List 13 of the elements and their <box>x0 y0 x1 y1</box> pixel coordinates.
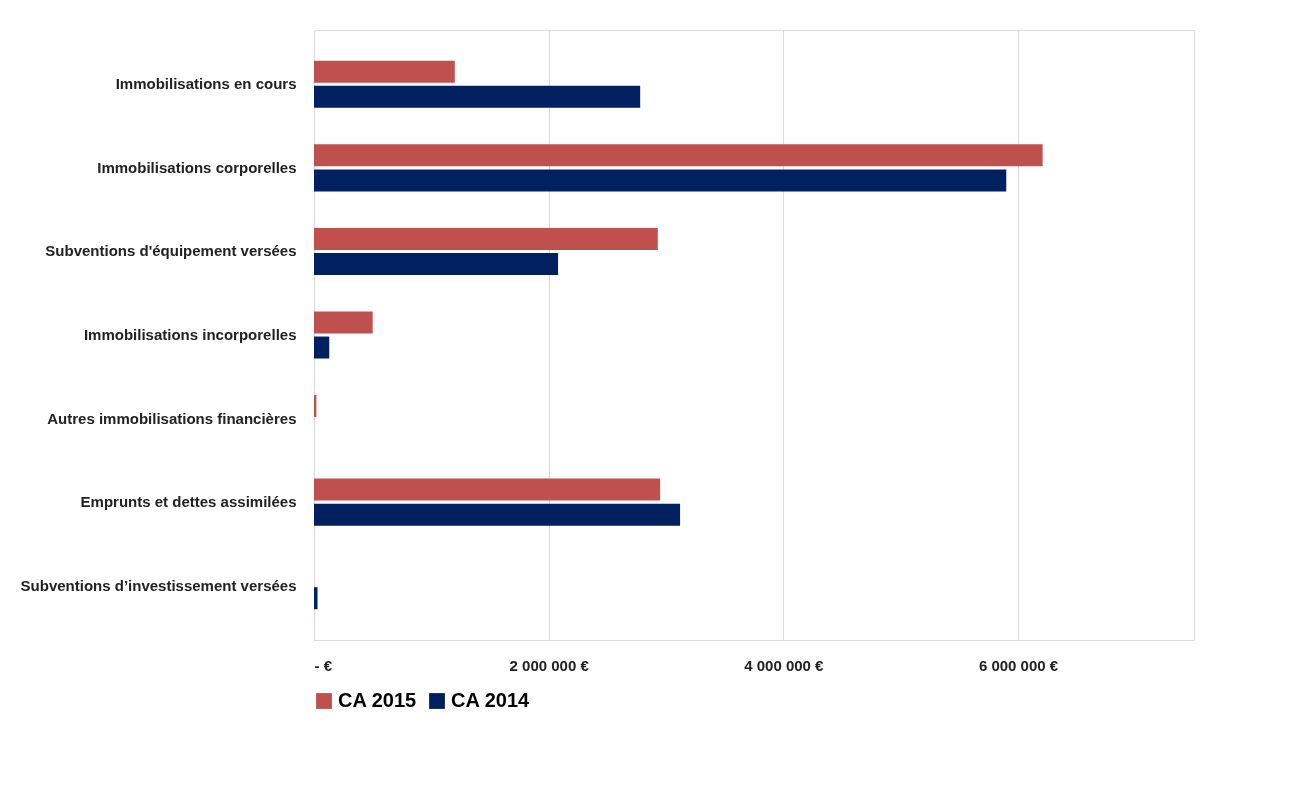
y-tick-label: Subventions d’investissement versées <box>20 576 297 594</box>
x-tick-label: - € <box>314 656 333 674</box>
y-tick-label: Immobilisations corporelles <box>97 158 297 176</box>
y-tick-label: Emprunts et dettes assimilées <box>80 493 297 511</box>
legend-label: CA 2014 <box>451 689 531 711</box>
y-tick-label: Autres immobilisations financières <box>47 409 297 427</box>
y-tick-label: Immobilisations incorporelles <box>83 326 297 343</box>
x-tick-label: 2 000 000 € <box>509 656 590 674</box>
y-tick-label: Immobilisations en cours <box>115 75 297 93</box>
x-tick-label: 6 000 000 € <box>978 656 1059 674</box>
y-tick-label: Subventions d'équipement versées <box>45 242 297 260</box>
x-tick-label: 4 000 000 € <box>744 656 825 674</box>
legend-label: CA 2015 <box>338 689 417 711</box>
